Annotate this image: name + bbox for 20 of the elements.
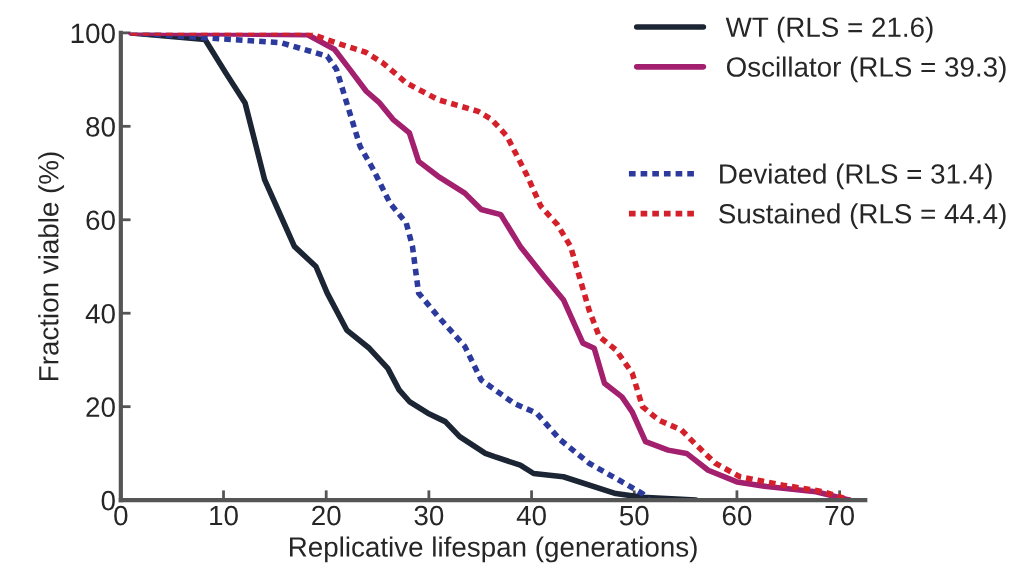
x-tick-label: 40 <box>516 505 546 526</box>
y-axis-title: Fraction viable (%) <box>38 152 65 380</box>
legend-label: WT (RLS = 21.6) <box>725 16 933 43</box>
legend-label: Oscillator (RLS = 39.3) <box>726 56 1006 83</box>
y-tick-label: 80 <box>86 116 115 137</box>
y-tick-label: 60 <box>86 210 115 231</box>
x-tick-label: 30 <box>414 505 444 526</box>
x-tick-label: 0 <box>114 505 128 526</box>
x-tick-label: 70 <box>825 505 854 526</box>
x-tick-label: 20 <box>312 505 341 526</box>
x-tick-label: 50 <box>619 505 649 526</box>
x-tick-label: 10 <box>210 505 238 526</box>
legend-label: Sustained (RLS = 44.4) <box>719 203 1006 230</box>
x-tick-label: 60 <box>722 505 752 526</box>
legend-label: Deviated (RLS = 31.4) <box>720 163 992 190</box>
y-tick-label: 40 <box>85 303 115 324</box>
y-tick-label: 20 <box>86 397 115 418</box>
x-axis-title: Replicative lifespan (generations) <box>289 536 697 563</box>
y-tick-label: 100 <box>71 23 115 44</box>
y-tick-label: 0 <box>101 490 115 511</box>
